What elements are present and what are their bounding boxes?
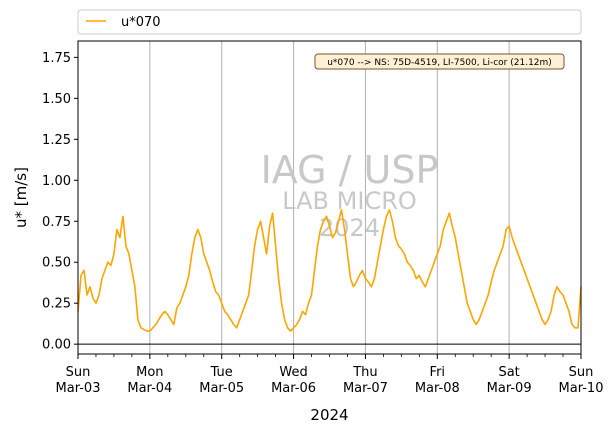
- x-tick-label-date: Mar-10: [559, 381, 604, 396]
- legend: u*070: [77, 9, 582, 35]
- x-tick-label-day: Sat: [498, 365, 519, 380]
- x-tick-label-date: Mar-03: [56, 381, 101, 396]
- x-tick-label-day: Thu: [352, 365, 377, 380]
- x-tick-label-day: Tue: [210, 365, 233, 380]
- info-box-frame: [314, 53, 565, 70]
- series-line-u*070: [77, 209, 582, 332]
- x-tick-label-date: Mar-06: [271, 381, 316, 396]
- x-tick-label-date: Mar-08: [415, 381, 460, 396]
- watermark-text: LAB MICRO: [282, 187, 417, 215]
- watermark-text: IAG / USP: [261, 148, 439, 192]
- y-axis-title: u* [m/s]: [12, 167, 30, 228]
- y-tick-label: 1.00: [42, 174, 71, 189]
- y-tick-label: 0.75: [42, 215, 71, 230]
- x-axis-title: 2024: [310, 406, 348, 424]
- legend-frame: [77, 9, 582, 35]
- x-tick-label-day: Mon: [136, 365, 163, 380]
- axes: 0.000.250.500.751.001.251.501.75SunMar-0…: [12, 40, 604, 424]
- x-tick-label-date: Mar-09: [487, 381, 532, 396]
- x-tick-label-day: Wed: [279, 365, 307, 380]
- plot-area: [78, 41, 581, 354]
- y-tick-label: 1.25: [42, 133, 71, 148]
- y-tick-label: 1.75: [42, 51, 71, 66]
- series-layer: [77, 209, 582, 345]
- watermark-text: 2024: [319, 214, 380, 242]
- legend-label: u*070: [121, 15, 161, 30]
- x-tick-label-date: Mar-04: [127, 381, 172, 396]
- x-tick-label-date: Mar-05: [199, 381, 244, 396]
- info-box: u*070 --> NS: 75D-4519, LI-7500, Li-cor …: [314, 53, 565, 70]
- x-tick-label-day: Sun: [66, 365, 91, 380]
- y-tick-label: 1.50: [42, 92, 71, 107]
- grid: [149, 41, 510, 354]
- info-box-text: u*070 --> NS: 75D-4519, LI-7500, Li-cor …: [327, 58, 552, 68]
- y-tick-label: 0.50: [42, 256, 71, 271]
- x-tick-label-day: Sun: [569, 365, 594, 380]
- y-tick-label: 0.25: [42, 297, 71, 312]
- x-tick-label-day: Fri: [430, 365, 446, 380]
- plot-background: [78, 41, 581, 354]
- x-tick-label-date: Mar-07: [343, 381, 388, 396]
- y-tick-label: 0.00: [42, 338, 71, 353]
